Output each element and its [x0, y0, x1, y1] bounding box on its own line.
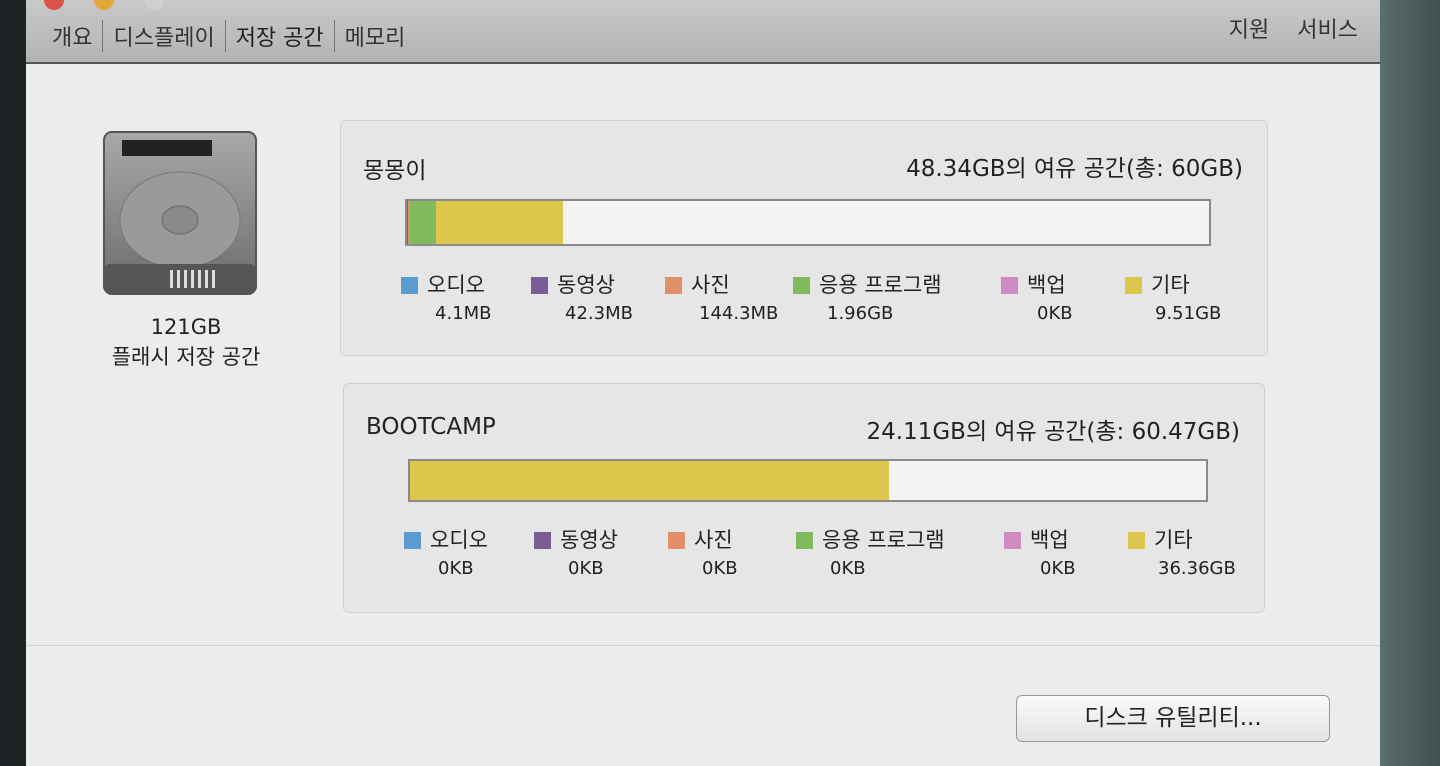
- legend-label: 오디오: [430, 528, 488, 552]
- toolbar: 개요 디스플레이 저장 공간 메모리 지원 서비스: [26, 0, 1380, 64]
- divider: [26, 645, 1380, 646]
- tab-storage[interactable]: 저장 공간: [226, 20, 335, 52]
- legend-label: 오디오: [427, 273, 485, 297]
- legend-size: 0KB: [438, 558, 474, 579]
- legend-size: 0KB: [702, 558, 738, 579]
- legend-swatch: [534, 532, 551, 549]
- legend-label: 사진: [694, 528, 733, 552]
- volume-name: 몽몽이: [363, 158, 427, 184]
- legend-label: 백업: [1030, 528, 1069, 552]
- tab-overview[interactable]: 개요: [42, 20, 104, 52]
- service-link[interactable]: 서비스: [1297, 18, 1358, 43]
- legend-item-apps: 응용 프로그램 0KB: [796, 524, 945, 579]
- window-controls: [44, 0, 164, 10]
- legend-label: 사진: [691, 273, 730, 297]
- legend-label: 기타: [1151, 273, 1190, 297]
- volume-free-space: 24.11GB의 여유 공간(총: 60.47GB): [866, 419, 1240, 445]
- legend-label: 응용 프로그램: [822, 528, 945, 552]
- volume-panel: BOOTCAMP 24.11GB의 여유 공간(총: 60.47GB) 오디오 0…: [343, 383, 1265, 613]
- minimize-button[interactable]: [94, 0, 114, 10]
- legend-swatch: [665, 277, 682, 294]
- legend-swatch: [404, 532, 421, 549]
- legend-swatch: [1128, 532, 1145, 549]
- legend-swatch: [401, 277, 418, 294]
- legend-item-video: 동영상 42.3MB: [531, 269, 633, 324]
- legend-label: 응용 프로그램: [819, 273, 942, 297]
- legend-size: 4.1MB: [435, 303, 492, 324]
- tab-memory[interactable]: 메모리: [344, 26, 406, 51]
- usage-segment-video: [407, 201, 408, 244]
- legend-item-backups: 백업 0KB: [1004, 524, 1076, 579]
- legend-item-other: 기타 9.51GB: [1125, 269, 1221, 324]
- usage-segment-apps: [409, 201, 436, 244]
- desktop-background: [1380, 0, 1440, 766]
- screen-bezel: [0, 0, 26, 766]
- legend-item-other: 기타 36.36GB: [1128, 524, 1236, 579]
- storage-usage-bar: [405, 199, 1211, 246]
- legend-size: 42.3MB: [565, 303, 633, 324]
- storage-usage-bar: [408, 459, 1208, 502]
- legend-size: 0KB: [1040, 558, 1076, 579]
- usage-segment-other: [410, 461, 889, 500]
- legend-item-apps: 응용 프로그램 1.96GB: [793, 269, 942, 324]
- legend-size: 9.51GB: [1155, 303, 1222, 324]
- volume-free-space: 48.34GB의 여유 공간(총: 60GB): [906, 156, 1243, 182]
- about-this-mac-window: 개요 디스플레이 저장 공간 메모리 지원 서비스 121GB 플래시 저장 공…: [26, 0, 1380, 766]
- usage-segment-photos: [407, 201, 410, 244]
- legend-swatch: [531, 277, 548, 294]
- legend-item-photos: 사진 144.3MB: [665, 269, 778, 324]
- legend-swatch: [796, 532, 813, 549]
- legend-size: 36.36GB: [1158, 558, 1236, 579]
- legend-swatch: [1004, 532, 1021, 549]
- disk-utility-button[interactable]: 디스크 유틸리티...: [1016, 695, 1330, 742]
- legend-item-video: 동영상 0KB: [534, 524, 618, 579]
- volume-panel: 몽몽이 48.34GB의 여유 공간(총: 60GB) 오디오 4.1MB 동영상 4…: [340, 120, 1268, 356]
- legend-size: 144.3MB: [699, 303, 779, 324]
- legend-item-backups: 백업 0KB: [1001, 269, 1073, 324]
- support-link[interactable]: 지원: [1228, 18, 1270, 43]
- disk-type: 플래시 저장 공간: [111, 345, 261, 369]
- legend-label: 기타: [1154, 528, 1193, 552]
- legend-item-audio: 오디오 0KB: [404, 524, 488, 579]
- legend-swatch: [1001, 277, 1018, 294]
- legend-swatch: [793, 277, 810, 294]
- usage-segment-other: [435, 201, 563, 244]
- legend-label: 동영상: [557, 273, 615, 297]
- close-button[interactable]: [44, 0, 64, 10]
- tab-bar: 개요 디스플레이 저장 공간 메모리: [42, 20, 415, 52]
- tab-displays[interactable]: 디스플레이: [103, 20, 226, 52]
- disk-capacity: 121GB: [150, 315, 222, 339]
- disk-label: 121GB 플래시 저장 공간: [66, 312, 306, 372]
- legend-swatch: [1125, 277, 1142, 294]
- hard-drive-icon: [103, 131, 257, 295]
- volume-name: BOOTCAMP: [366, 414, 496, 440]
- legend-size: 0KB: [830, 558, 866, 579]
- legend-item-audio: 오디오 4.1MB: [401, 269, 492, 324]
- legend-label: 동영상: [560, 528, 618, 552]
- legend-swatch: [668, 532, 685, 549]
- legend-size: 1.96GB: [827, 303, 894, 324]
- legend-item-photos: 사진 0KB: [668, 524, 738, 579]
- zoom-button[interactable]: [144, 0, 164, 10]
- legend-label: 백업: [1027, 273, 1066, 297]
- legend-size: 0KB: [568, 558, 604, 579]
- legend-size: 0KB: [1037, 303, 1073, 324]
